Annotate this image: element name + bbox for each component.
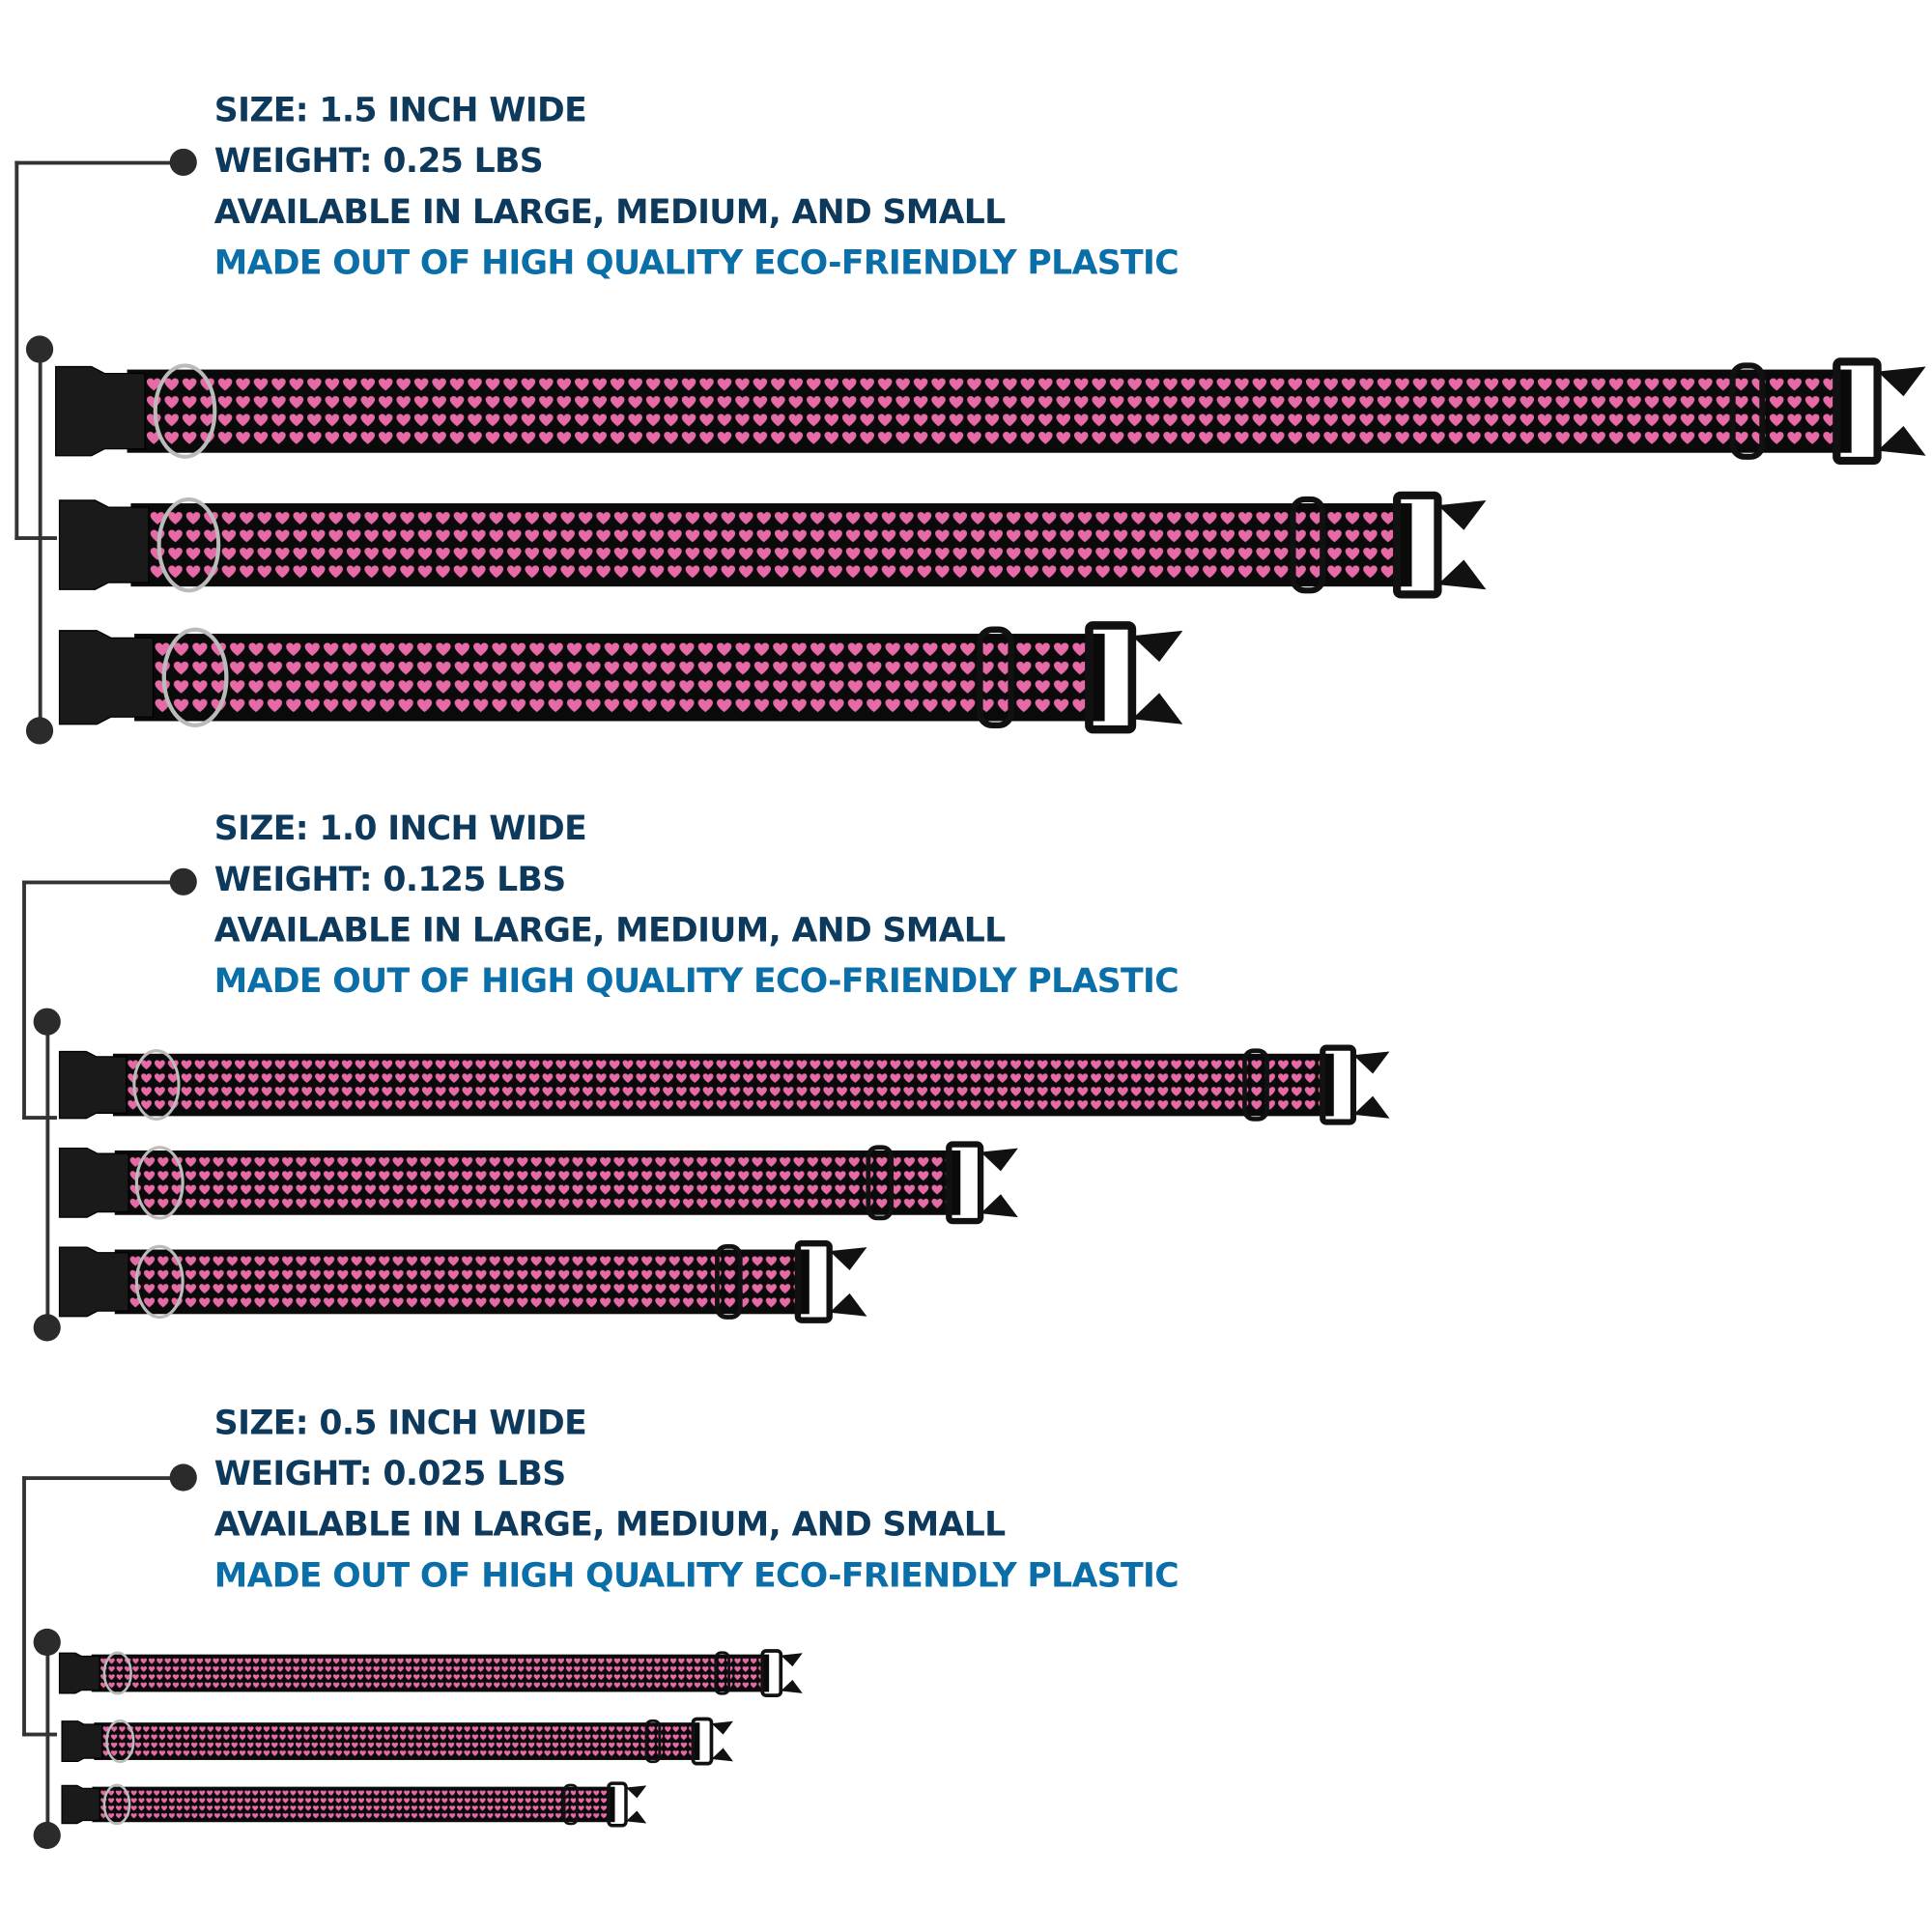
heart-pattern [119, 1058, 1323, 1112]
buckle-male [1320, 1044, 1357, 1125]
weight-label: WEIGHT: 0.25 LBS [213, 142, 544, 182]
buckle-female [58, 1147, 129, 1218]
buckle-female [58, 1652, 100, 1694]
heart-pattern [121, 1154, 950, 1210]
buckle-prongs [1131, 630, 1183, 724]
adjuster-slider [1242, 1048, 1269, 1122]
buckle-male [794, 1239, 833, 1323]
adjuster-slider [562, 1783, 579, 1826]
collar [58, 491, 1487, 599]
heart-pattern [139, 509, 1398, 582]
bullet-dot [169, 1463, 197, 1492]
availability-label: AVAILABLE IN LARGE, MEDIUM, AND SMALL [213, 1505, 1006, 1545]
bracket-line [22, 880, 26, 1120]
weight-label: WEIGHT: 0.025 LBS [213, 1455, 566, 1494]
buckle-male [1393, 491, 1442, 599]
collar [58, 1649, 803, 1697]
bullet-dot [33, 1008, 61, 1036]
size-label: SIZE: 0.5 INCH WIDE [213, 1404, 587, 1443]
material-label: MADE OUT OF HIGH QUALITY ECO-FRIENDLY PL… [213, 243, 1179, 283]
bullet-dot [169, 148, 197, 177]
buckle-female [58, 1050, 128, 1120]
heart-pattern [135, 375, 1837, 447]
buckle-female [61, 1720, 103, 1762]
d-ring [134, 1146, 185, 1220]
bullet-dot [25, 335, 54, 363]
bullet-dot [33, 1314, 61, 1342]
size-label: SIZE: 1.0 INCH WIDE [213, 810, 587, 849]
size-label: SIZE: 1.5 INCH WIDE [213, 91, 587, 130]
buckle-male [760, 1649, 783, 1697]
heart-pattern [96, 1789, 609, 1820]
adjuster-slider [1290, 496, 1326, 594]
bullet-dot [33, 1821, 61, 1850]
buckle-prongs [781, 1653, 803, 1693]
bracket-line [14, 160, 19, 540]
bracket-line [14, 536, 57, 540]
buckle-prongs [625, 1785, 647, 1824]
bracket-line [22, 1116, 57, 1120]
d-ring [102, 1651, 132, 1695]
material-label: MADE OUT OF HIGH QUALITY ECO-FRIENDLY PL… [213, 962, 1179, 1001]
collar [55, 357, 1926, 466]
d-ring [105, 1719, 135, 1764]
collar [58, 621, 1183, 734]
adjuster-slider [1729, 362, 1766, 460]
bracket-line [14, 160, 184, 165]
buckle-prongs [1437, 499, 1487, 590]
d-ring [102, 1783, 131, 1826]
d-ring [161, 627, 229, 727]
collar [61, 1781, 647, 1828]
buckle-prongs [1352, 1051, 1390, 1119]
collar [58, 1141, 1018, 1225]
buckle-male [1833, 357, 1882, 466]
adjuster-slider [715, 1243, 743, 1320]
buckle-prongs [1877, 366, 1926, 456]
heart-pattern [95, 1657, 763, 1690]
heart-pattern [98, 1724, 694, 1758]
availability-label: AVAILABLE IN LARGE, MEDIUM, AND SMALL [213, 192, 1006, 232]
weight-label: WEIGHT: 0.125 LBS [213, 861, 566, 899]
buckle-prongs [829, 1247, 867, 1317]
bullet-dot [169, 867, 197, 895]
buckle-female [58, 630, 155, 725]
heart-pattern [121, 1254, 798, 1310]
buckle-male [607, 1781, 628, 1828]
availability-label: AVAILABLE IN LARGE, MEDIUM, AND SMALL [213, 911, 1006, 951]
bracket-line [45, 1021, 50, 1328]
heart-pattern [143, 639, 1090, 716]
collar [58, 1044, 1390, 1125]
d-ring [132, 1049, 181, 1121]
bracket-line [22, 880, 184, 885]
buckle-female [58, 1246, 129, 1318]
buckle-female [58, 499, 150, 590]
bracket-line [22, 1732, 57, 1737]
buckle-male [1085, 621, 1137, 734]
buckle-prongs [711, 1720, 733, 1762]
material-label: MADE OUT OF HIGH QUALITY ECO-FRIENDLY PL… [213, 1556, 1179, 1596]
bullet-dot [25, 717, 54, 745]
bracket-line [45, 1641, 50, 1835]
buckle-male [946, 1141, 984, 1225]
adjuster-slider [644, 1719, 662, 1764]
bracket-line [38, 349, 43, 731]
adjuster-slider [714, 1651, 730, 1695]
d-ring [134, 1244, 185, 1320]
bracket-line [22, 1476, 26, 1737]
bracket-line [22, 1476, 184, 1481]
d-ring [156, 497, 221, 593]
buckle-male [691, 1717, 714, 1766]
buckle-prongs [980, 1148, 1018, 1218]
bullet-dot [33, 1628, 61, 1657]
buckle-female [55, 365, 146, 457]
d-ring [153, 363, 217, 459]
collar [58, 1239, 867, 1323]
adjuster-slider [977, 626, 1014, 729]
collar [61, 1717, 733, 1766]
adjuster-slider [866, 1145, 895, 1221]
buckle-female [61, 1784, 100, 1825]
